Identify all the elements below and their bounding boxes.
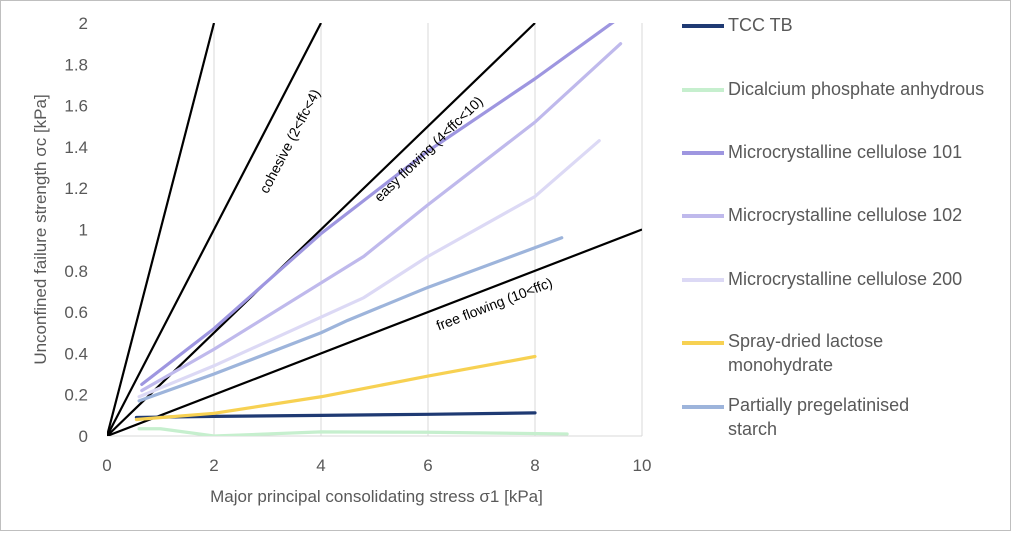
legend-swatch (682, 151, 724, 155)
y-tick-label: 1 (79, 221, 88, 240)
y-tick-label: 0.2 (64, 386, 88, 405)
y-tick-label: 0.4 (64, 344, 88, 363)
legend-swatch (682, 214, 724, 218)
y-tick-label: 1.4 (64, 138, 88, 157)
legend-item: Spray-dried lactose monohydrate (682, 331, 1002, 391)
x-tick-label: 4 (316, 456, 325, 475)
series-line (140, 23, 615, 386)
y-tick-label: 0.8 (64, 262, 88, 281)
legend-label: TCC TB (728, 15, 793, 35)
legend-item: Dicalcium phosphate anhydrous (682, 79, 1002, 138)
legend-swatch (682, 278, 724, 282)
legend-label: Microcrystalline cellulose 102 (728, 205, 963, 225)
chart-plot: 0 2 4 6 8 10 0 0.2 0.4 0.6 0.8 1 1.2 1.4 1.6 1.8 2 Major … (31, 14, 652, 506)
region-label: cohesive (2<ffc<4) (256, 86, 323, 195)
legend-item: Partially pregelatinised starch (682, 395, 1002, 455)
y-axis-title: Unconfined failure strength σc [kPa] (31, 94, 50, 364)
reference-line (107, 23, 216, 436)
series-line (137, 139, 601, 399)
x-tick-label: 10 (633, 456, 652, 475)
y-tick-label: 0.6 (64, 303, 88, 322)
reference-line (107, 23, 536, 436)
legend-label: Partially pregelatinised starch (728, 395, 910, 439)
legend-swatch (682, 88, 724, 92)
legend-swatch (682, 341, 724, 345)
legend-label: Dicalcium phosphate anhydrous (728, 79, 985, 99)
series-line (137, 427, 569, 436)
legend-item: Microcrystalline cellulose 102 (682, 205, 1002, 264)
legend-swatch (682, 405, 724, 409)
y-tick-label: 1.8 (64, 55, 88, 74)
x-tick-label: 0 (102, 456, 111, 475)
y-tick-label: 0 (79, 427, 88, 446)
legend-label: Spray-dried lactose monohydrate (728, 331, 884, 375)
x-tick-label: 2 (209, 456, 218, 475)
y-tick-label: 1.2 (64, 179, 88, 198)
y-tick-label: 1.6 (64, 97, 88, 116)
y-tick-label: 2 (79, 14, 88, 33)
plot-area (107, 23, 642, 436)
series-line (140, 42, 623, 393)
legend-label: Microcrystalline cellulose 101 (728, 142, 963, 162)
reference-line (107, 23, 322, 436)
series-line (137, 236, 564, 403)
x-tick-label: 6 (423, 456, 432, 475)
legend-item: Microcrystalline cellulose 101 (682, 142, 1002, 201)
legend-item: Microcrystalline cellulose 200 (682, 269, 1002, 328)
reference-line (107, 228, 642, 436)
legend-swatch (682, 24, 724, 28)
legend-label: Microcrystalline cellulose 200 (728, 269, 963, 289)
series-line (134, 354, 537, 422)
x-tick-label: 8 (530, 456, 539, 475)
legend-item: TCC TB (682, 15, 1002, 74)
x-axis-title: Major principal consolidating stress σ1 … (210, 487, 543, 506)
